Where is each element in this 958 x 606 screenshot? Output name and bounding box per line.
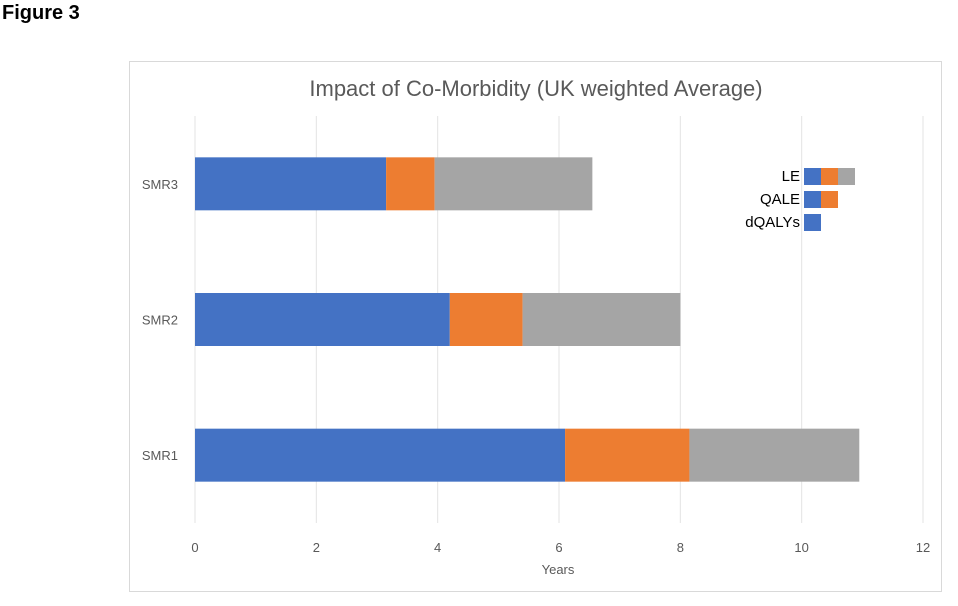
chart-title: Impact of Co-Morbidity (UK weighted Aver… — [309, 76, 762, 101]
x-tick-label: 0 — [191, 540, 198, 555]
x-tick-labels: 0 2 4 6 8 10 12 — [191, 540, 930, 555]
bar-segment — [689, 428, 860, 482]
y-tick-labels: SMR3 SMR2 SMR1 — [142, 177, 178, 463]
y-tick-label: SMR1 — [142, 448, 178, 463]
x-tick-label: 2 — [313, 540, 320, 555]
x-tick-label: 10 — [794, 540, 808, 555]
legend-label: LE — [782, 168, 800, 185]
bar-segment — [195, 157, 387, 211]
bar-segment — [565, 428, 690, 482]
legend-label: dQALYs — [745, 214, 800, 231]
figure-label: Figure 3 — [2, 2, 80, 24]
bar-segment — [195, 293, 450, 346]
legend-swatch — [838, 168, 855, 185]
y-tick-label: SMR3 — [142, 177, 178, 192]
legend: LE QALE dQALYs — [745, 168, 855, 231]
legend-swatch — [804, 214, 821, 231]
x-tick-label: 4 — [434, 540, 441, 555]
bar-segment — [386, 157, 435, 211]
bar-segment — [522, 293, 681, 346]
legend-swatch — [821, 191, 838, 208]
x-tick-label: 12 — [916, 540, 930, 555]
legend-swatch — [821, 168, 838, 185]
bars — [195, 157, 860, 482]
x-tick-label: 6 — [555, 540, 562, 555]
bar-segment — [449, 293, 523, 346]
bar-segment — [434, 157, 593, 211]
legend-swatch — [804, 191, 821, 208]
y-tick-label: SMR2 — [142, 313, 178, 328]
legend-swatch — [804, 168, 821, 185]
bar-segment — [195, 428, 566, 482]
legend-label: QALE — [760, 191, 800, 208]
x-tick-label: 8 — [677, 540, 684, 555]
x-axis-label: Years — [542, 562, 575, 577]
